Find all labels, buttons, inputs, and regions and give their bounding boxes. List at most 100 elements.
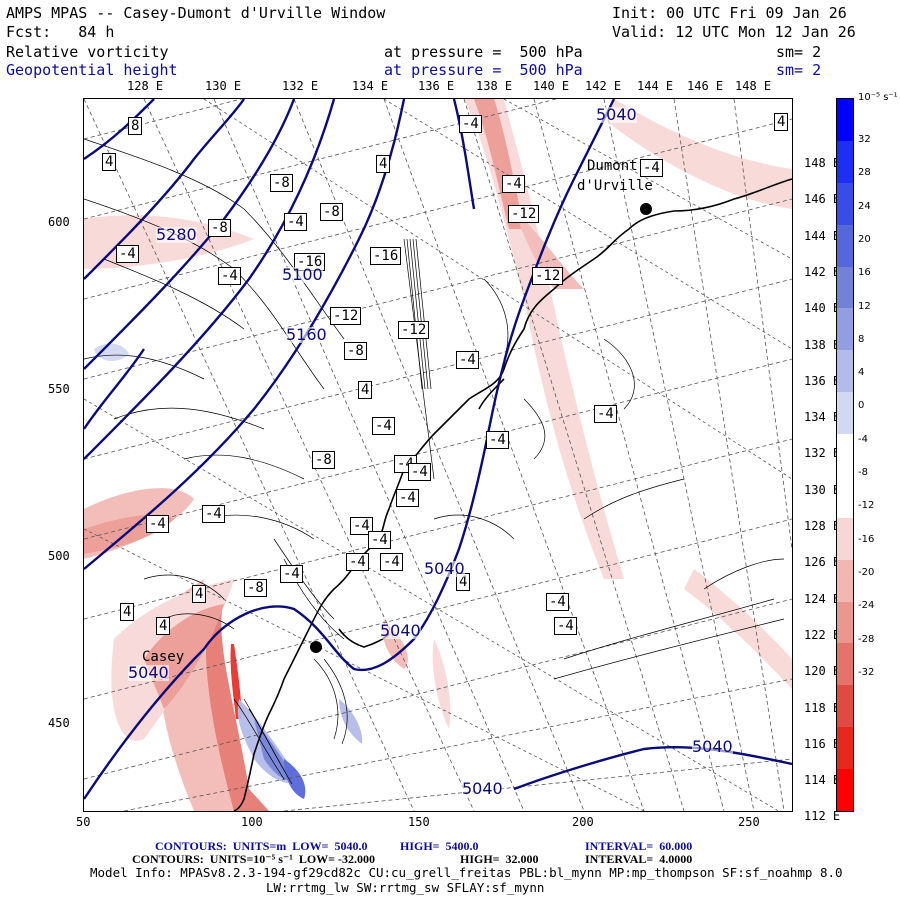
vorticity-contour-label: -4 xyxy=(486,431,509,449)
vorticity-contour-label: -4 xyxy=(640,159,663,177)
vorticity-contour-label: 4 xyxy=(156,617,171,635)
colorbar-tick-label: 12 xyxy=(858,300,871,312)
x-axis-label: 100 xyxy=(241,815,263,829)
vorticity-contour-label: 4 xyxy=(120,603,135,621)
vorticity-contour-label: -8 xyxy=(208,219,231,237)
vorticity-contour-label: -4 xyxy=(502,175,525,193)
colorbar-tick-label: -12 xyxy=(858,500,875,512)
colorbar-tick-label: -28 xyxy=(858,633,875,645)
right-edge-label: 118 E xyxy=(804,700,841,715)
station-label: d'Urville xyxy=(577,178,653,194)
colorbar-swatch xyxy=(837,224,853,268)
top-lon-label: 146 E xyxy=(687,79,724,93)
top-lon-label: 132 E xyxy=(282,79,319,93)
colorbar-swatch xyxy=(837,643,853,686)
vorticity-contour-label: -4 xyxy=(346,553,369,571)
field2-smoothing: sm= 2 xyxy=(776,61,822,79)
colorbar xyxy=(836,98,854,812)
right-edge-label: 120 E xyxy=(804,664,841,679)
valid-time: Valid: 12 UTC Mon 12 Jan 26 xyxy=(612,23,856,41)
right-edge-label: 122 E xyxy=(804,627,841,642)
vorticity-contour-label: -12 xyxy=(532,267,564,285)
vorticity-contour-label: -4 xyxy=(280,565,303,583)
colorbar-swatch xyxy=(837,601,853,644)
y-axis-label: 600 xyxy=(48,215,70,229)
y-axis-label: 450 xyxy=(48,716,70,730)
colorbar-swatch xyxy=(837,392,853,435)
x-axis-label: 250 xyxy=(738,815,760,829)
vorticity-contour-label: -4 xyxy=(394,455,417,473)
geopotential-height-contours xyxy=(84,99,792,800)
right-edge-label: 138 E xyxy=(804,337,841,352)
vorticity-contour-label: 4 xyxy=(358,381,373,399)
vorticity-contour-label: 4 xyxy=(774,113,789,131)
right-edge-label: 146 E xyxy=(804,192,841,207)
vorticity-contour-label: -4 xyxy=(116,245,139,263)
right-edge-label: 142 E xyxy=(804,264,841,279)
vorticity-contour-label: -8 xyxy=(270,174,293,192)
field2-name: Geopotential height xyxy=(6,61,178,79)
vorticity-contour-label: -4 xyxy=(218,267,241,285)
colorbar-tick-label: 0 xyxy=(858,400,865,412)
vorticity-contour-label: -4 xyxy=(350,517,373,535)
right-edge-label: 148 E xyxy=(804,156,841,170)
top-lon-label: 140 E xyxy=(533,79,570,93)
vorticity-contour-label: -4 xyxy=(459,115,482,133)
top-lon-label: 136 E xyxy=(418,79,455,93)
colorbar-unit: 10⁻⁵ s⁻¹ xyxy=(858,92,898,103)
footer-vort-contours: CONTOURS: UNITS=10⁻⁵ s⁻¹ LOW= -32.000 xyxy=(132,852,376,866)
colorbar-tick-label: 8 xyxy=(858,333,865,345)
top-lon-label: 142 E xyxy=(585,79,622,93)
right-edge-label: 116 E xyxy=(804,736,841,751)
height-contour-label: 5040 xyxy=(596,105,637,124)
right-edge-label: 114 E xyxy=(804,773,841,788)
height-contour-label: 5040 xyxy=(462,779,503,798)
right-edge-label: 136 E xyxy=(804,373,841,388)
vorticity-contour-label: -12 xyxy=(330,307,362,325)
colorbar-swatch xyxy=(837,685,853,728)
footer-height-contours: CONTOURS: UNITS=m LOW= 5040.0 xyxy=(155,839,368,853)
station-label: Casey xyxy=(142,649,185,665)
height-contour-label: 5040 xyxy=(692,737,733,756)
colorbar-swatch xyxy=(837,727,853,770)
colorbar-tick-label: -16 xyxy=(858,533,875,545)
vorticity-contour-label: -8 xyxy=(244,579,267,597)
colorbar-tick-label: -24 xyxy=(858,600,875,612)
right-edge-label: 130 E xyxy=(804,482,841,497)
colorbar-swatch xyxy=(837,434,853,477)
footer-height-high: HIGH= 5400.0 xyxy=(400,839,479,853)
vorticity-contour-label: -4 xyxy=(554,617,577,635)
vorticity-contour-label: -4 xyxy=(546,593,569,611)
vorticity-contour-label: -8 xyxy=(320,203,343,221)
colorbar-tick-label: 20 xyxy=(858,233,871,245)
height-contour-label: 5040 xyxy=(424,559,465,578)
colorbar-swatch xyxy=(837,266,853,309)
vorticity-contour-label: -12 xyxy=(398,321,430,339)
top-lon-label: 134 E xyxy=(352,79,389,93)
right-edge-label: 144 E xyxy=(804,228,841,243)
right-edge-label: 124 E xyxy=(804,591,841,606)
y-axis-label: 550 xyxy=(48,382,70,396)
height-contour-label: 5160 xyxy=(286,325,327,344)
right-edge-label: 126 E xyxy=(804,555,841,570)
top-lon-label: 144 E xyxy=(637,79,674,93)
footer-height-interval: INTERVAL= 60.000 xyxy=(585,839,693,853)
forecast-hour: Fcst: 84 h xyxy=(6,23,115,41)
footer-physics-info: LW:rrtmg_lw SW:rrtmg_sw SFLAY:sf_mynn xyxy=(266,880,545,895)
right-edge-label: 134 E xyxy=(804,410,841,425)
top-lon-label: 128 E xyxy=(127,79,164,93)
height-contour-label: 5100 xyxy=(282,265,323,284)
colorbar-tick-label: 4 xyxy=(858,367,865,379)
right-edge-label: 112 E xyxy=(804,809,841,824)
station-label: Dumont xyxy=(587,158,638,174)
vorticity-contour-label: -4 xyxy=(380,553,403,571)
vorticity-shading-negative xyxy=(84,99,792,811)
top-lon-label: 138 E xyxy=(476,79,513,93)
vorticity-contour-label: -4 xyxy=(146,515,169,533)
top-lon-label: 148 E xyxy=(735,79,772,93)
vorticity-contour-label: -4 xyxy=(284,213,307,231)
map-plot-area: 8 4 4 4 -4 -4 -4 -12 -8 -8 -8 -4 -4 -4 -16 -16 -12 -12 -12… xyxy=(83,98,793,812)
height-contour-label: 5280 xyxy=(156,225,197,244)
colorbar-swatch xyxy=(837,517,853,561)
vorticity-contour-label: -4 xyxy=(408,463,431,481)
